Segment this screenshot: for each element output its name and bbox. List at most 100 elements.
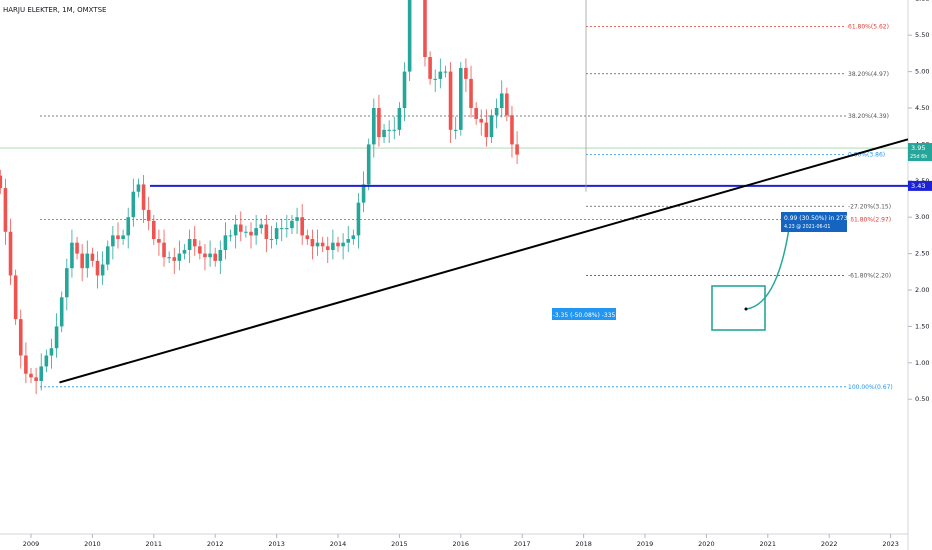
candle-body — [320, 242, 325, 247]
time-tick-label: 2022 — [821, 540, 838, 548]
projection-label: 0.99 (30.50%) in 273d — [784, 215, 852, 222]
fib-level-label: -61.80%(2.20) — [848, 272, 891, 279]
candle-body — [448, 71, 453, 130]
candle-body — [346, 239, 351, 243]
candle-body — [397, 108, 402, 130]
candle-body — [29, 373, 33, 378]
candle-body — [341, 242, 345, 247]
candle-body — [95, 260, 100, 276]
candle-body — [85, 253, 90, 269]
candle-body — [75, 242, 79, 254]
candle-body — [325, 246, 330, 250]
candle-body — [489, 115, 494, 138]
candle-body — [407, 0, 412, 72]
fib-level-label: 38.20%(4.39) — [848, 113, 889, 120]
trendline — [59, 138, 909, 384]
candle-body — [105, 246, 110, 265]
projection-arrow — [745, 221, 791, 310]
candle-body — [223, 235, 228, 250]
candle-body — [443, 71, 448, 73]
time-tick-label: 2016 — [453, 540, 470, 548]
candle-body — [279, 228, 284, 230]
candle-body — [438, 71, 443, 79]
candle-body — [377, 108, 381, 138]
candle-body — [233, 224, 238, 236]
candle-body — [65, 268, 69, 298]
candle-body — [361, 184, 366, 203]
drawings: -3.35 (-50.08%) -335 0.99 (30.50%) in 273… — [59, 0, 909, 384]
candle-body — [510, 115, 514, 145]
time-tick-label: 2012 — [207, 540, 224, 548]
candle-body — [459, 67, 463, 130]
candle-body — [141, 184, 146, 210]
price-tick-label: 1.00 — [915, 359, 929, 367]
candle-body — [24, 355, 28, 374]
candle-body — [167, 257, 171, 259]
candle-body — [259, 224, 264, 229]
candle-body — [18, 319, 23, 356]
candle-body — [59, 297, 64, 327]
projection-sublabel: 4.23 @ 2021-06-01 — [784, 224, 830, 230]
candle-body — [172, 257, 177, 261]
candle-body — [295, 217, 299, 221]
candle-body — [310, 239, 315, 247]
projection-anchor — [744, 307, 748, 311]
candle-body — [433, 78, 438, 80]
candle-body — [372, 108, 376, 145]
candle-body — [70, 242, 74, 269]
candle-body — [131, 191, 136, 218]
price-axis[interactable]: 7.006.506.005.505.004.504.003.503.002.50… — [908, 0, 932, 403]
price-tick-label: 3.00 — [915, 213, 929, 221]
time-tick-label: 2021 — [760, 540, 777, 548]
candle-body — [453, 129, 458, 131]
candle-body — [428, 57, 432, 79]
candle-body — [228, 235, 233, 237]
time-tick-label: 2023 — [882, 540, 899, 548]
candle-body — [238, 224, 243, 232]
candle-body — [300, 217, 304, 236]
time-tick-label: 2013 — [268, 540, 285, 548]
candle-body — [499, 93, 504, 108]
candle-body — [80, 253, 84, 269]
candle-body — [3, 188, 8, 232]
candle-body — [157, 239, 161, 243]
price-tick-label: 5.00 — [915, 68, 929, 76]
price-badge-value: 3.95 — [911, 144, 925, 152]
time-axis[interactable]: 2009 2010 2011 2012 2013 2014 2015 2016 2017 2018… — [23, 534, 899, 548]
fib-levels: 100.00%(6.68)61.80%(5.62)38.20%(4.97)38.… — [0, 23, 908, 391]
candle-body — [152, 220, 156, 240]
candle-body — [111, 235, 115, 247]
candle-body — [90, 253, 95, 261]
fib-level-label: 0.00%(3.86) — [848, 152, 885, 159]
candle-body — [249, 231, 253, 236]
candle-body — [254, 228, 258, 236]
candle-body — [100, 264, 105, 276]
fib-level-label: -27.20%(3.15) — [848, 203, 891, 210]
candle-body — [192, 239, 197, 247]
candle-body — [392, 129, 397, 131]
time-tick-label: 2014 — [330, 540, 347, 548]
candle-body — [116, 235, 120, 240]
time-tick-label: 2010 — [84, 540, 101, 548]
candle-body — [0, 175, 3, 189]
candle-body — [146, 209, 151, 221]
candle-body — [264, 224, 269, 240]
price-badge-countdown: 25d 6h — [910, 154, 927, 160]
price-tick-label: 4.50 — [915, 104, 929, 112]
price-tick-label: 1.50 — [915, 322, 929, 330]
candle-body — [484, 122, 489, 138]
candle-body — [182, 249, 187, 254]
candle-body — [49, 348, 54, 356]
candle-body — [469, 78, 473, 108]
candle-body — [208, 253, 212, 258]
candle-body — [162, 242, 166, 258]
candle-body — [187, 239, 192, 250]
target-zone — [711, 285, 766, 331]
chart-title: HARJU ELEKTER, 1M, OMXTSE — [3, 6, 106, 14]
candle-body — [39, 366, 44, 381]
candle-body — [382, 129, 386, 138]
price-badge-value: 3.43 — [911, 182, 925, 190]
measure-badge — [552, 308, 616, 320]
